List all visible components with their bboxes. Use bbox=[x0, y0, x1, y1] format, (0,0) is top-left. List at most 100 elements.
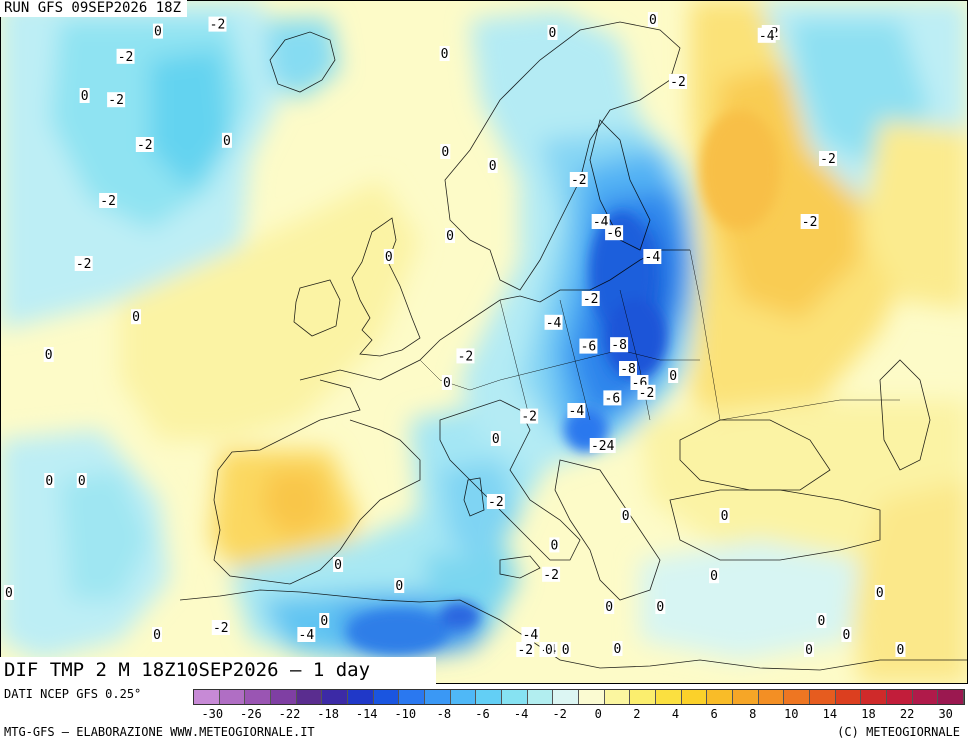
legend-tick-label: -6 bbox=[475, 707, 490, 721]
svg-text:0: 0 bbox=[395, 579, 403, 594]
contour-label: 0 bbox=[647, 12, 658, 28]
svg-text:0: 0 bbox=[320, 614, 328, 629]
svg-text:-2: -2 bbox=[137, 138, 153, 153]
field-title: DIF TMP 2 M 18Z10SEP2026 – 1 day bbox=[0, 657, 436, 684]
svg-text:0: 0 bbox=[446, 229, 454, 244]
svg-text:0: 0 bbox=[489, 159, 497, 174]
contour-label: 0 bbox=[874, 585, 885, 601]
contour-label: 0 bbox=[655, 599, 666, 615]
contour-label: -8 bbox=[610, 337, 629, 353]
contour-label: -2 bbox=[819, 151, 837, 167]
svg-text:-2: -2 bbox=[488, 495, 504, 510]
run-title: RUN GFS 09SEP2026 18Z bbox=[0, 0, 188, 17]
svg-text:0: 0 bbox=[550, 538, 558, 553]
svg-text:-2: -2 bbox=[521, 410, 537, 425]
contour-label: -4 bbox=[567, 403, 586, 419]
legend-swatch bbox=[810, 690, 836, 704]
svg-text:0: 0 bbox=[81, 89, 89, 104]
legend-tick-label: -14 bbox=[355, 707, 378, 721]
legend-tick-label: 4 bbox=[671, 707, 680, 721]
legend-swatch bbox=[425, 690, 451, 704]
svg-text:-2: -2 bbox=[458, 349, 474, 364]
legend-tick-label: -8 bbox=[436, 707, 452, 721]
temperature-field bbox=[0, 0, 968, 684]
svg-text:-6: -6 bbox=[581, 340, 597, 355]
svg-text:0: 0 bbox=[622, 509, 630, 524]
contour-label: 0 bbox=[43, 347, 54, 363]
contour-label: 0 bbox=[152, 23, 163, 40]
svg-text:0: 0 bbox=[842, 628, 850, 643]
legend-swatch bbox=[348, 690, 374, 704]
svg-text:0: 0 bbox=[614, 642, 622, 657]
contour-label: 0 bbox=[547, 25, 558, 41]
legend-swatch bbox=[194, 690, 220, 704]
svg-text:-8: -8 bbox=[620, 362, 636, 377]
coastlines bbox=[179, 21, 968, 671]
svg-text:0: 0 bbox=[45, 348, 53, 363]
contour-label: -8 bbox=[619, 361, 638, 377]
legend-swatch bbox=[758, 690, 785, 704]
svg-text:-4: -4 bbox=[645, 250, 661, 265]
legend-swatch bbox=[861, 690, 888, 704]
contour-label: -2 bbox=[542, 566, 561, 583]
legend-tick-label: 6 bbox=[710, 707, 718, 721]
legend-swatch bbox=[912, 690, 939, 704]
color-legend-ticks: -30 -26 -22 -18 -14 -10 -8 -6 -4 -2 0 2 4 6 8 10 14 18 22 3… bbox=[193, 707, 965, 723]
contour-label: 0 bbox=[543, 642, 554, 658]
legend-swatch bbox=[579, 690, 605, 704]
contour-label: 0 bbox=[490, 431, 501, 447]
legend-tick-label: -22 bbox=[278, 707, 301, 721]
contour-label: 0 bbox=[841, 627, 852, 643]
legend-swatch bbox=[450, 690, 477, 704]
contour-label: -6 bbox=[605, 225, 624, 241]
contour-label: -2 bbox=[107, 92, 126, 108]
legend-swatch bbox=[553, 690, 580, 704]
contour-labels: 0 -2 -2 0 -2 0 -2 -2 -2 0 0 0 0 0 0 -2 -4 0 0 0 0 0 -2 0 -2 -4 -6 0… bbox=[3, 12, 906, 658]
svg-text:0: 0 bbox=[441, 47, 449, 62]
svg-text:-2: -2 bbox=[639, 386, 655, 401]
legend-swatch bbox=[399, 690, 426, 704]
contour-label: 0 bbox=[560, 642, 571, 658]
contour-label: -2 bbox=[669, 74, 687, 90]
contour-label: 0 bbox=[221, 132, 232, 149]
source-label: DATI NCEP GFS 0.25° bbox=[4, 687, 142, 701]
svg-text:0: 0 bbox=[805, 643, 813, 658]
contour-label: -2 bbox=[135, 137, 154, 153]
svg-text:0: 0 bbox=[5, 586, 13, 601]
svg-text:-2: -2 bbox=[213, 621, 229, 636]
contour-label: 0 bbox=[895, 642, 906, 658]
svg-text:-2: -2 bbox=[571, 173, 587, 188]
contour-label: -4 bbox=[544, 314, 563, 331]
contour-label: -4 bbox=[757, 27, 776, 44]
svg-text:0: 0 bbox=[441, 145, 449, 160]
contour-label: -2 bbox=[569, 172, 588, 188]
svg-text:0: 0 bbox=[721, 509, 729, 524]
legend-swatch bbox=[707, 690, 734, 704]
legend-swatch bbox=[681, 690, 708, 704]
svg-text:-4: -4 bbox=[523, 628, 539, 643]
contour-label: -2 bbox=[116, 48, 135, 65]
svg-text:-8: -8 bbox=[611, 338, 627, 353]
contour-label: 0 bbox=[44, 473, 55, 489]
svg-text:0: 0 bbox=[818, 614, 826, 629]
contour-label: 0 bbox=[439, 46, 450, 62]
legend-tick-label: -10 bbox=[394, 707, 417, 721]
contour-label: 0 bbox=[709, 568, 720, 584]
contour-label: 0 bbox=[816, 613, 827, 629]
svg-text:0: 0 bbox=[562, 643, 570, 658]
temperature-difference-map: 0 -2 -2 0 -2 0 -2 -2 -2 0 0 0 0 0 0 -2 -4 0 0 0 0 0 -2 0 -2 -4 -6 0… bbox=[0, 0, 968, 684]
contour-label: -2 bbox=[456, 348, 475, 364]
svg-text:-2: -2 bbox=[583, 292, 599, 307]
contour-label: 0 bbox=[394, 578, 405, 594]
legend-tick-label: 0 bbox=[594, 707, 602, 721]
svg-text:-4: -4 bbox=[759, 29, 775, 44]
svg-text:-4: -4 bbox=[299, 628, 315, 643]
legend-swatch bbox=[938, 690, 965, 704]
legend-swatch bbox=[219, 690, 246, 704]
contour-label: -2 bbox=[99, 193, 118, 209]
legend-swatch bbox=[476, 690, 503, 704]
contour-label: -2 bbox=[581, 291, 600, 307]
contour-label: -2 bbox=[520, 408, 539, 425]
legend-swatch bbox=[630, 690, 657, 704]
legend-tick-label: 2 bbox=[633, 707, 641, 721]
